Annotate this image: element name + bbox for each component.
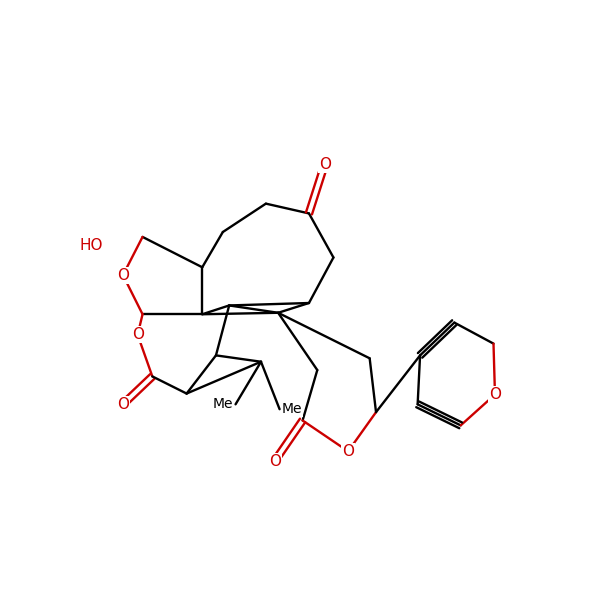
Text: Me: Me [212,397,233,412]
Text: O: O [269,454,281,469]
Text: O: O [131,328,143,343]
Text: O: O [117,397,129,412]
Text: O: O [319,157,331,172]
Text: O: O [342,444,354,459]
Text: O: O [489,387,501,402]
Text: HO: HO [80,238,103,253]
Text: O: O [117,268,129,283]
Text: Me: Me [282,402,302,416]
